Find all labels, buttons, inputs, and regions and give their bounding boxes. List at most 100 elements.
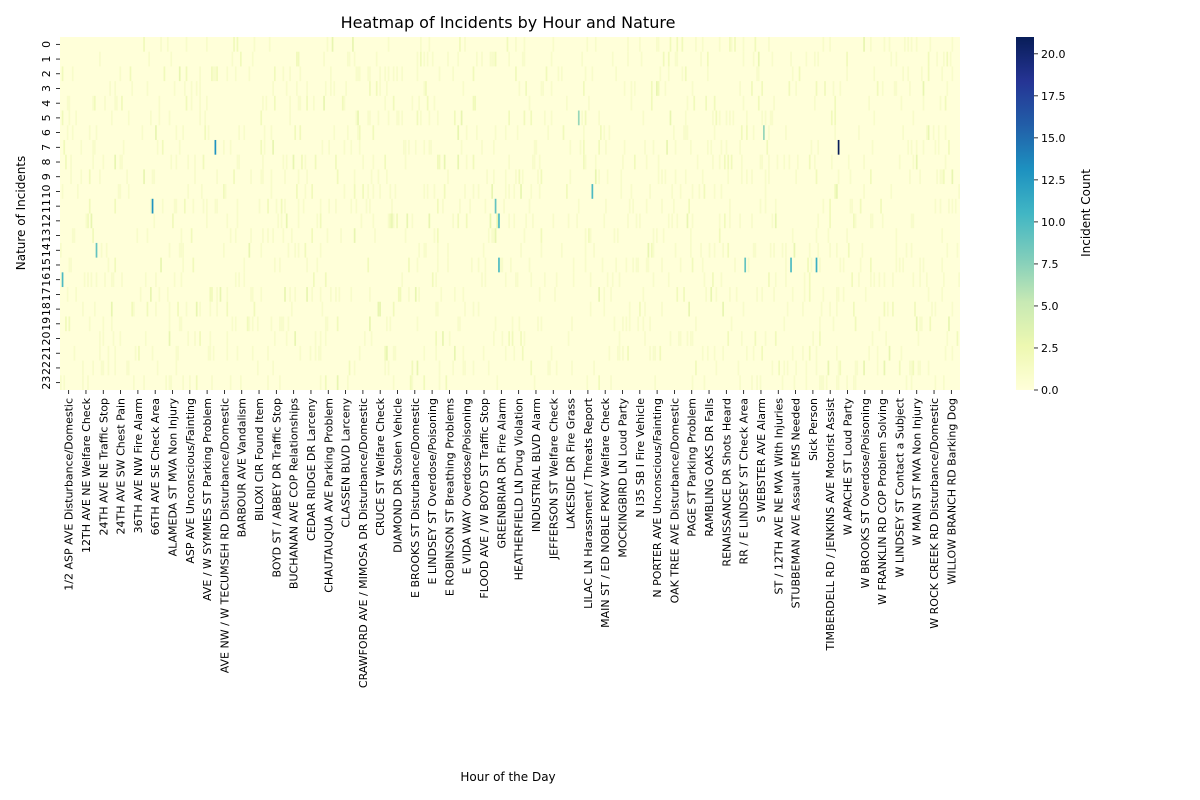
heatmap-cell <box>618 272 621 288</box>
y-tick-label: 13 <box>40 229 53 243</box>
heatmap-cell <box>168 316 171 332</box>
heatmap-cell <box>73 345 76 361</box>
x-tick-label: CRUCE ST Welfare Check <box>374 397 387 535</box>
y-tick-label: 16 <box>40 273 53 287</box>
heatmap-cell <box>253 301 256 317</box>
heatmap-cell <box>324 331 327 346</box>
heatmap-cell <box>504 169 507 185</box>
heatmap-cell <box>65 154 67 170</box>
heatmap-cell <box>404 154 407 170</box>
heatmap-cell <box>87 375 89 390</box>
heatmap-cell <box>754 242 757 258</box>
heatmap-cell <box>662 51 665 67</box>
heatmap-cell <box>484 198 487 214</box>
heatmap-cell <box>357 66 359 82</box>
heatmap-cell <box>768 272 770 288</box>
heatmap-cell <box>827 360 830 376</box>
heatmap-cell <box>824 81 826 96</box>
heatmap-cell <box>391 198 393 214</box>
heatmap-cell <box>627 51 629 67</box>
heatmap-cell <box>194 154 196 170</box>
heatmap-cell <box>199 331 201 346</box>
y-tick-label: 18 <box>40 302 53 316</box>
heatmap-cell <box>494 316 497 332</box>
heatmap-cell <box>640 51 643 67</box>
heatmap-cell <box>712 110 714 126</box>
heatmap-cell <box>603 287 606 302</box>
heatmap-cell <box>807 257 809 273</box>
heatmap-cell <box>131 301 134 317</box>
x-tick-label: STUBBEMAN AVE Assault EMS Needed <box>790 398 803 608</box>
heatmap-cell <box>352 37 354 52</box>
heatmap-cell <box>256 316 259 332</box>
heatmap-cell <box>206 95 208 111</box>
heatmap-cell <box>80 169 83 185</box>
heatmap-cell <box>144 331 147 346</box>
heatmap-cell <box>234 66 237 82</box>
heatmap-cell <box>650 242 653 258</box>
heatmap-cell <box>306 95 308 111</box>
heatmap-cell <box>937 139 940 155</box>
heatmap-cell <box>523 51 526 67</box>
heatmap-cell <box>706 66 709 82</box>
heatmap-cell <box>216 287 218 302</box>
heatmap-cell <box>713 95 716 111</box>
heatmap-cell <box>387 37 390 52</box>
heatmap-cell <box>742 301 745 317</box>
y-tick-label: 9 <box>40 173 53 180</box>
heatmap-cell <box>477 257 480 273</box>
heatmap-cell <box>377 169 380 185</box>
heatmap-cell <box>946 81 949 96</box>
heatmap-cell <box>922 257 925 273</box>
heatmap-cell <box>190 228 193 243</box>
heatmap-cell <box>273 66 276 82</box>
heatmap-cell <box>746 169 748 185</box>
heatmap-cell <box>667 272 670 288</box>
heatmap-cell <box>701 345 704 361</box>
heatmap-cell <box>834 125 837 140</box>
heatmap-cell <box>189 375 191 390</box>
heatmap-cell <box>102 154 105 170</box>
heatmap-cell <box>296 51 298 67</box>
heatmap-cell <box>314 331 317 346</box>
heatmap-cell <box>369 110 371 126</box>
heatmap-cell <box>243 125 246 140</box>
heatmap-cell <box>418 287 420 302</box>
heatmap-cell <box>279 316 281 332</box>
heatmap-cell <box>311 287 314 302</box>
heatmap-cell <box>892 301 894 317</box>
heatmap-cell <box>708 242 711 258</box>
x-tick-label: GREENBRIAR DR Fire Alarm <box>495 398 508 549</box>
heatmap-cell <box>270 184 273 199</box>
heatmap-cell <box>725 110 728 126</box>
heatmap-cell <box>414 287 417 302</box>
heatmap-cell <box>895 242 898 258</box>
heatmap-cell <box>369 81 371 96</box>
heatmap-cell <box>199 95 201 111</box>
heatmap-cell <box>211 66 213 82</box>
heatmap-cell <box>927 51 930 67</box>
heatmap-cell <box>922 95 925 111</box>
heatmap-cell <box>830 154 833 170</box>
heatmap-cell <box>902 257 904 273</box>
heatmap-cell <box>941 287 944 302</box>
heatmap-cell <box>447 51 449 67</box>
heatmap-cell <box>532 213 534 229</box>
x-tick-label: W FRANKLIN RD COP Problem Solving <box>876 398 889 605</box>
heatmap-cell <box>836 345 838 361</box>
heatmap-cell <box>133 375 135 390</box>
heatmap-cell <box>350 198 353 214</box>
heatmap-cell <box>199 110 201 126</box>
x-tick-label: 24TH AVE SW Chest Pain <box>115 398 128 535</box>
heatmap-cell <box>272 139 274 155</box>
heatmap-cell <box>898 360 901 376</box>
heatmap-cell <box>211 287 213 302</box>
heatmap-cell <box>326 37 329 52</box>
heatmap-cell <box>110 316 113 332</box>
heatmap-cell <box>258 198 261 214</box>
heatmap-cell <box>530 110 533 126</box>
heatmap-cell <box>657 169 660 185</box>
heatmap-cell <box>674 242 677 258</box>
heatmap-cell <box>377 301 380 317</box>
